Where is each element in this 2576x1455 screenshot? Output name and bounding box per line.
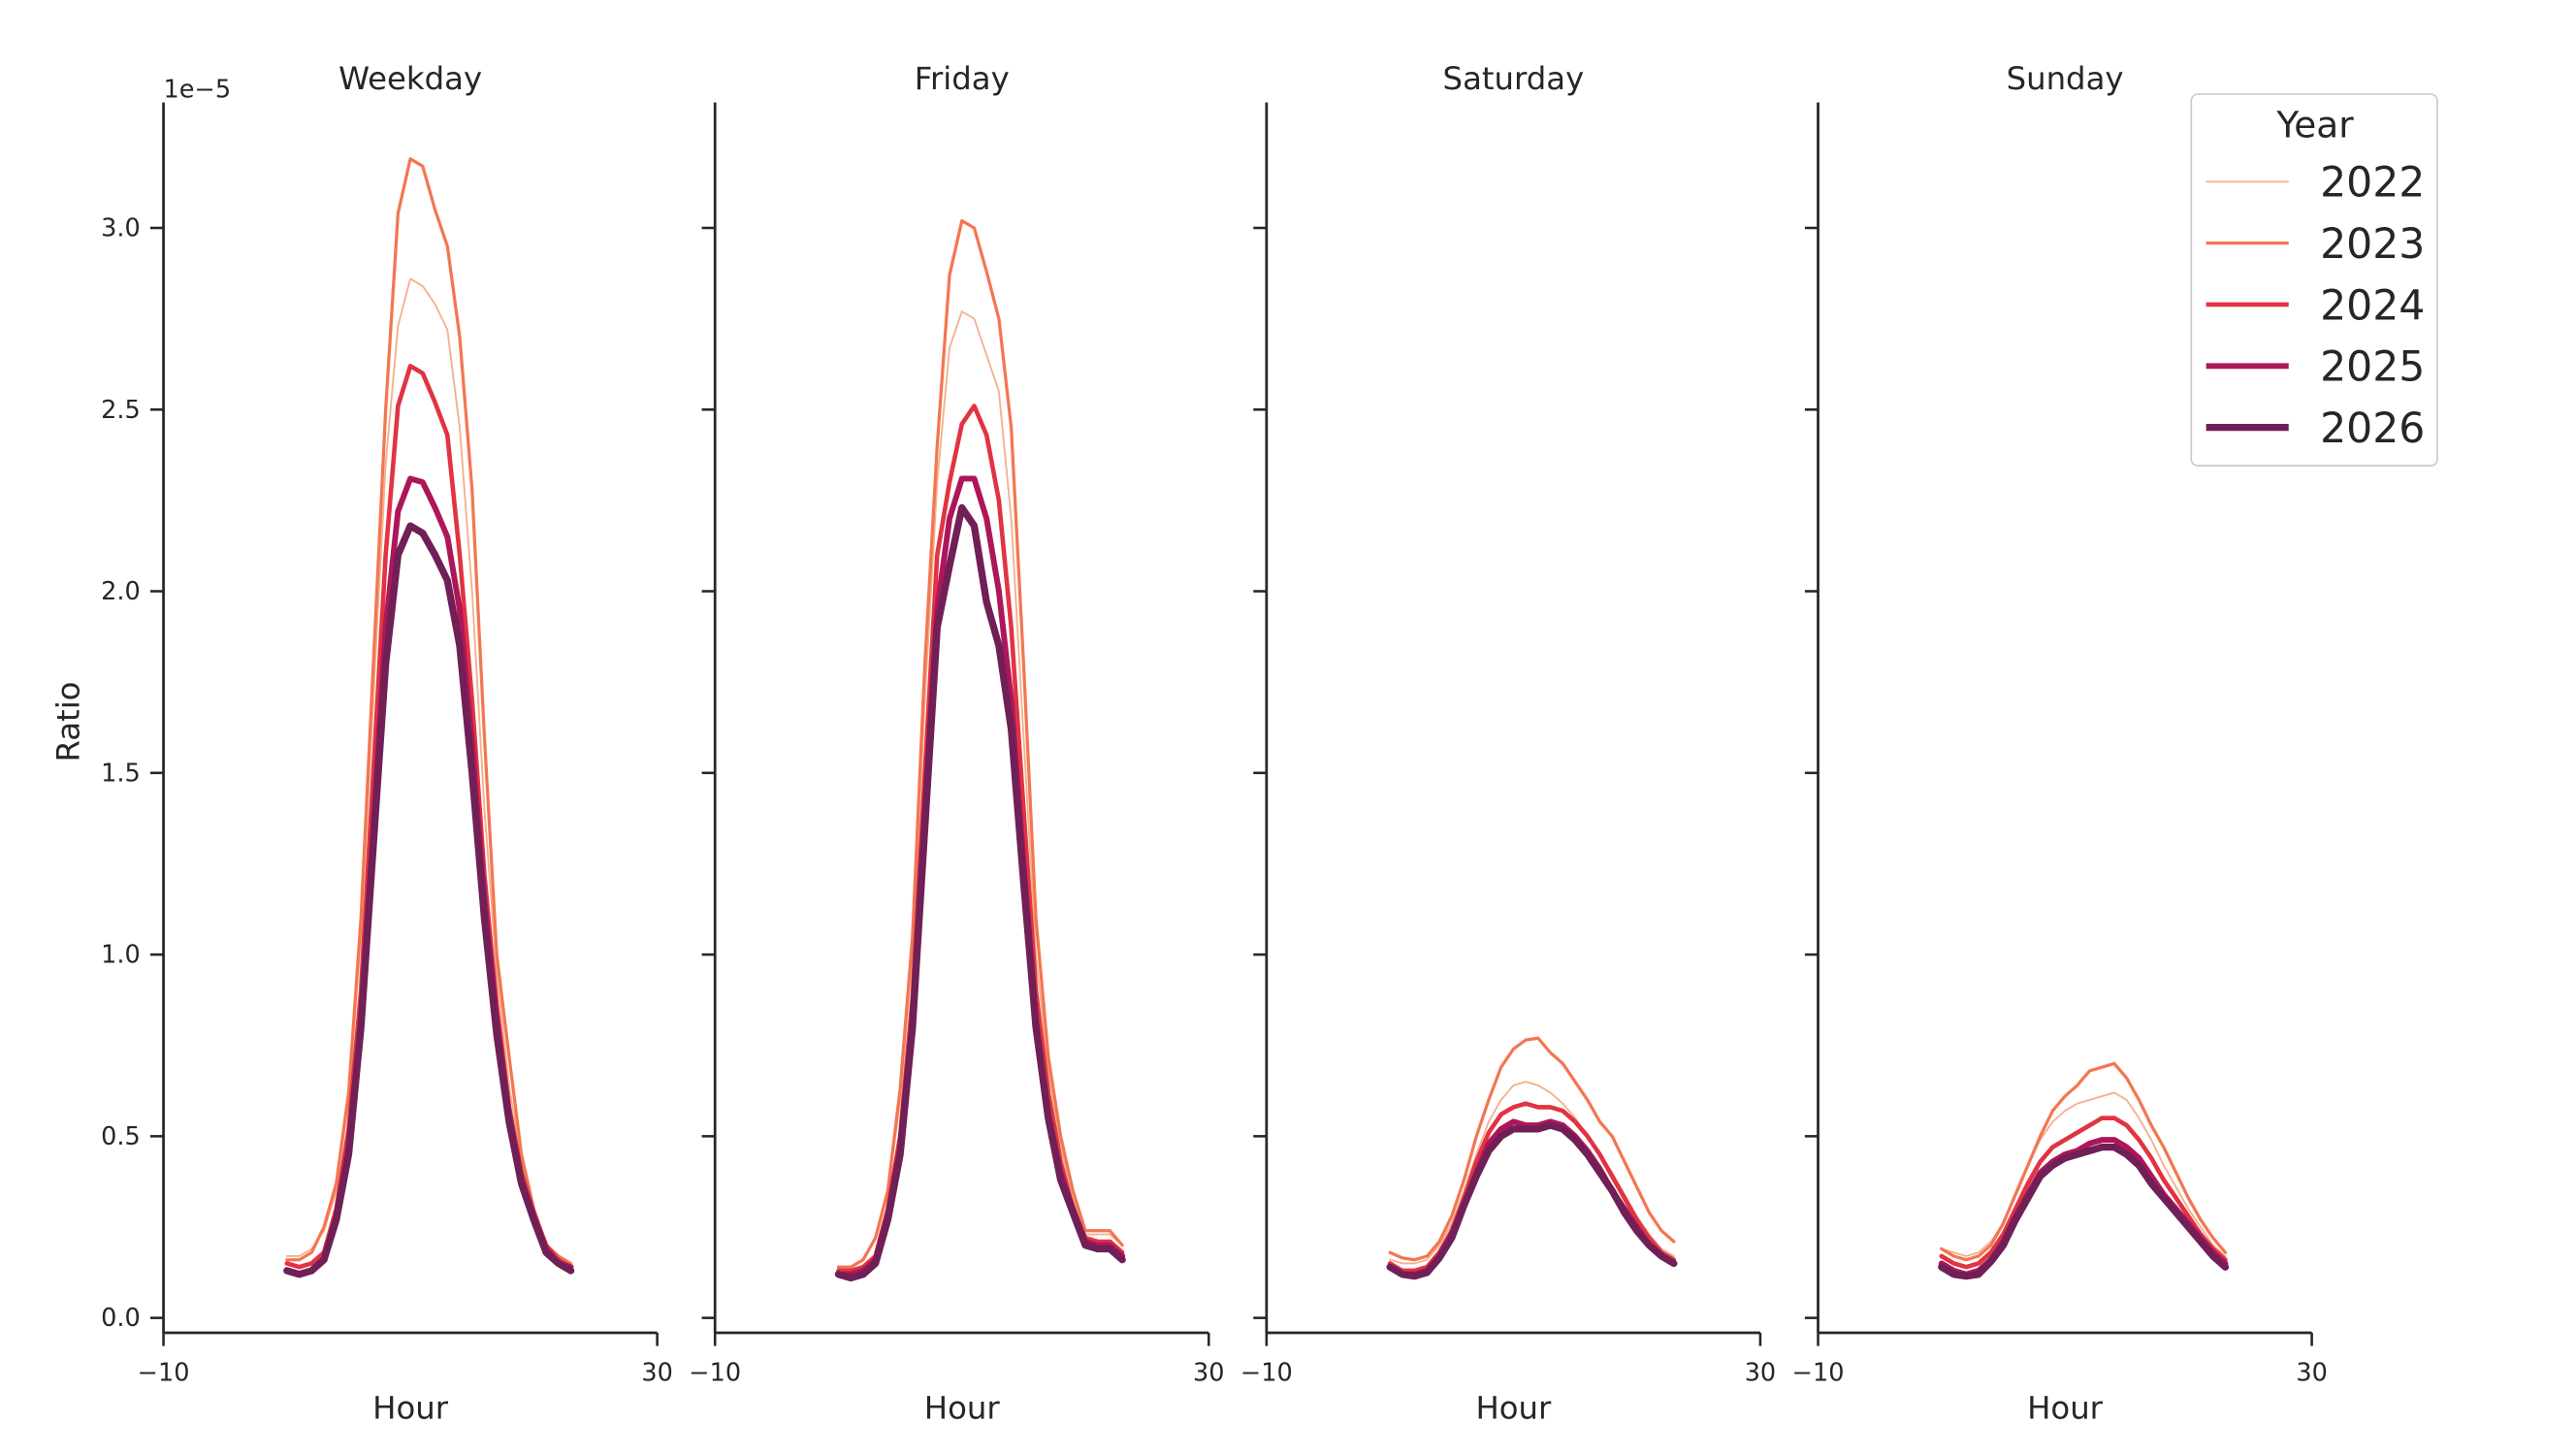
y-axis-title: Ratio	[50, 682, 87, 762]
x-axis-title: Hour	[2027, 1390, 2104, 1427]
series-line-2022	[837, 310, 1124, 1269]
x-tick-label: 30	[641, 1358, 672, 1387]
series-line-2023	[1940, 1061, 2228, 1262]
y-offset-text: 1e−5	[164, 75, 232, 104]
x-tick-label: −10	[138, 1358, 190, 1387]
x-tick-label: −10	[1792, 1358, 1845, 1387]
series-line-2023	[1388, 1036, 1676, 1262]
legend-label: 2025	[2320, 343, 2425, 392]
series-line-2024	[1939, 1116, 2228, 1270]
legend-label: 2024	[2320, 281, 2425, 330]
series-line-2023	[285, 157, 573, 1266]
panel-title: Friday	[915, 60, 1010, 97]
series-line-2025	[283, 475, 574, 1277]
panel-saturday: Saturday −10 30 Hour	[1240, 60, 1776, 1427]
panel-sunday: Sunday −10 30 Hour	[1792, 60, 2328, 1427]
series-line-2022	[1940, 1091, 2227, 1257]
y-tick-label: 1.5	[101, 759, 141, 788]
legend-label: 2026	[2320, 404, 2425, 453]
x-axis-title: Hour	[372, 1390, 449, 1427]
x-axis-title: Hour	[1475, 1390, 1552, 1427]
series-line-2026	[834, 503, 1126, 1282]
x-tick-label: 30	[2296, 1358, 2327, 1387]
series-line-2026	[1386, 1121, 1678, 1280]
series-line-2022	[285, 277, 572, 1265]
legend: Year 2022 2023 2024 2025 2026	[2190, 93, 2438, 467]
legend-label: 2022	[2320, 159, 2425, 208]
series-line-2024	[836, 404, 1125, 1274]
legend-label: 2023	[2320, 220, 2425, 269]
y-tick-label: 3.0	[101, 213, 141, 242]
x-tick-label: −10	[1240, 1358, 1293, 1387]
legend-entry-2024: 2024	[2206, 281, 2425, 330]
legend-frame	[2190, 93, 2438, 467]
y-tick-label: 2.0	[101, 577, 141, 606]
y-tick-label: 1.0	[101, 941, 141, 970]
y-tick-label: 0.5	[101, 1122, 141, 1151]
series-line-2026	[283, 522, 575, 1278]
legend-entry-2026: 2026	[2206, 404, 2425, 453]
legend-entry-2023: 2023	[2206, 220, 2425, 269]
x-tick-label: 30	[1193, 1358, 1224, 1387]
legend-entry-2025: 2025	[2206, 343, 2425, 392]
panel-title: Saturday	[1443, 60, 1585, 97]
panel-title: Weekday	[338, 60, 482, 97]
legend-title: Year	[2275, 103, 2354, 146]
y-tick-label: 2.5	[101, 396, 141, 425]
series-line-2025	[835, 475, 1126, 1277]
x-axis-title: Hour	[924, 1390, 1001, 1427]
panel-friday: Friday −10 30 Hour	[689, 60, 1224, 1427]
y-tick-label: 0.0	[101, 1304, 141, 1333]
series-line-2023	[836, 218, 1124, 1269]
panel-weekday: Weekday 0.0 0.5 1.0 1.5 2.0 2.5 3.0 −10 30 Hour	[101, 60, 673, 1427]
legend-entry-2022: 2022	[2206, 159, 2425, 208]
series-line-2026	[1938, 1143, 2230, 1280]
panel-title: Sunday	[2007, 60, 2124, 97]
x-tick-label: −10	[689, 1358, 741, 1387]
x-tick-label: 30	[1745, 1358, 1776, 1387]
